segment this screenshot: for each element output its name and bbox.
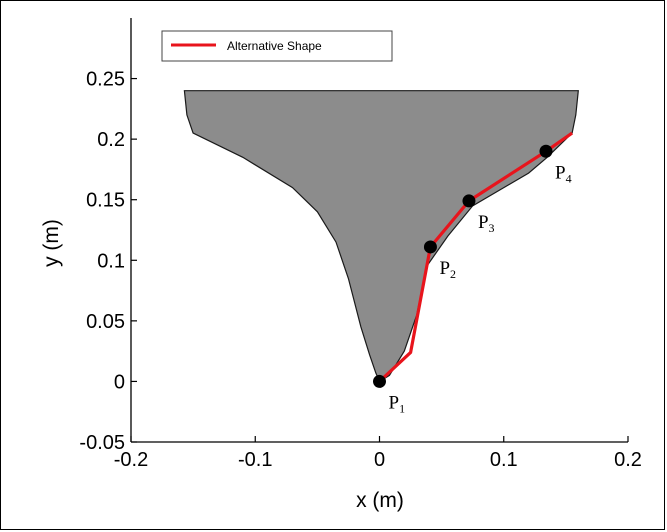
x-axis-label: x (m)	[356, 489, 404, 512]
point-label-2: P2	[439, 258, 456, 281]
y-tick-label: 0.25	[86, 69, 125, 91]
x-tick-label: 0.1	[490, 449, 518, 471]
control-point-2	[423, 240, 437, 254]
y-tick-label: 0.15	[86, 190, 125, 212]
y-tick-label: 0.1	[97, 250, 125, 272]
legend-entry: Alternative Shape	[227, 39, 322, 53]
y-ticks: -0.05 0 0.05 0.1 0.15 0.2 0.25	[79, 69, 137, 454]
point-label-4: P4	[555, 162, 572, 185]
x-tick-label: 0.2	[614, 449, 642, 471]
y-tick-label: 0	[114, 371, 125, 393]
x-ticks: -0.2 -0.1 0 0.1 0.2	[114, 436, 642, 471]
y-tick-label: 0.05	[86, 311, 125, 333]
hull-shape	[183, 90, 579, 383]
control-point-1	[373, 374, 386, 388]
control-point-4	[539, 144, 553, 158]
control-points: P1 P2 P3 P4	[373, 144, 572, 415]
point-label-3: P3	[478, 212, 495, 235]
y-tick-label: 0.2	[97, 129, 125, 151]
y-tick-label: -0.05	[79, 432, 125, 454]
point-label-1: P1	[389, 392, 406, 415]
x-tick-label: -0.1	[238, 449, 272, 471]
y-axis-label: y (m)	[40, 219, 63, 267]
x-tick-label: 0	[374, 449, 385, 471]
control-point-3	[462, 194, 476, 208]
x-tick-label: -0.2	[114, 449, 148, 471]
legend: Alternative Shape	[161, 30, 393, 62]
